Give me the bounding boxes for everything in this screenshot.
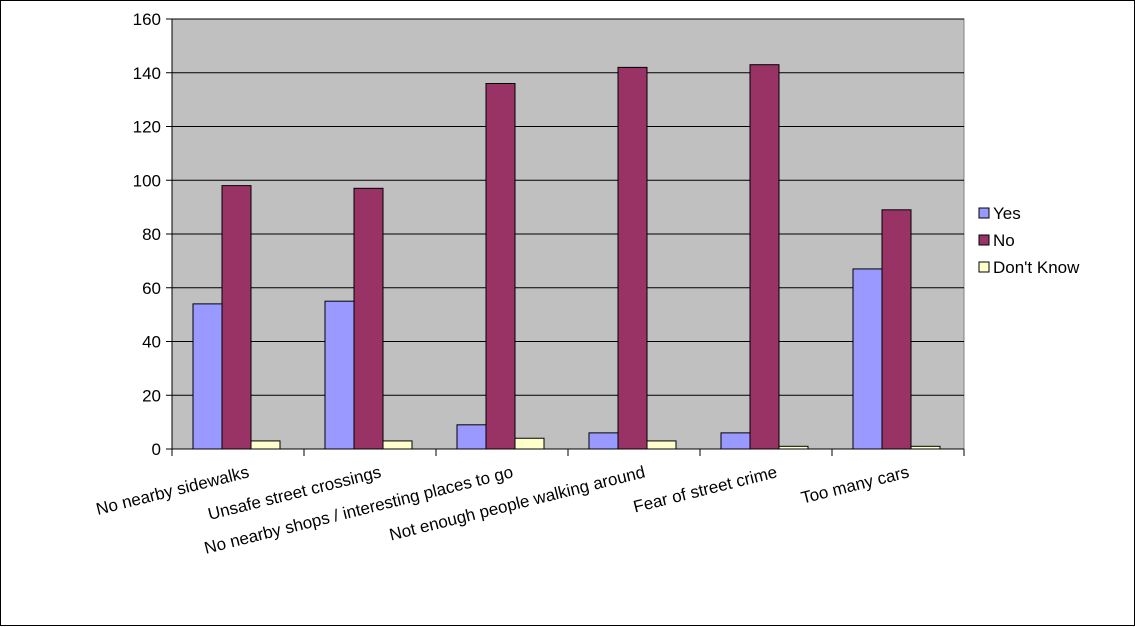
- bar-no-4: [617, 66, 648, 450]
- y-tick-label: 20: [142, 386, 161, 405]
- bar-no-1: [221, 185, 252, 450]
- y-tick-label: 40: [142, 333, 161, 352]
- legend: Yes No Don't Know: [978, 204, 1080, 277]
- x-tick-label: Not enough people walking around: [387, 462, 647, 544]
- bar-don-t-know-1: [250, 440, 281, 450]
- bar-yes-2: [324, 300, 355, 450]
- bar-yes-3: [456, 424, 487, 450]
- bar-no-5: [749, 64, 780, 450]
- legend-swatch: [978, 207, 990, 219]
- y-tick-label: 80: [142, 225, 161, 244]
- bar-yes-6: [852, 268, 883, 450]
- bar-no-3: [485, 83, 516, 450]
- y-axis-ticks: 0 20 40 60 80 100 120 140 160: [133, 10, 172, 459]
- legend-label: Don't Know: [993, 258, 1080, 277]
- bars: [192, 64, 941, 450]
- y-tick-label: 60: [142, 279, 161, 298]
- bar-don-t-know-3: [514, 437, 545, 450]
- x-tick-label: Fear of street crime: [631, 462, 779, 516]
- legend-swatch: [978, 261, 990, 273]
- y-tick-label: 160: [133, 10, 161, 29]
- y-tick-label: 120: [133, 118, 161, 137]
- y-tick-label: 100: [133, 171, 161, 190]
- y-tick-label: 140: [133, 64, 161, 83]
- legend-label: Yes: [993, 204, 1021, 223]
- legend-swatch: [978, 234, 990, 246]
- bar-yes-1: [192, 303, 223, 450]
- bar-yes-5: [720, 432, 751, 450]
- legend-label: No: [993, 231, 1015, 250]
- bar-don-t-know-4: [646, 440, 677, 450]
- bar-don-t-know-2: [382, 440, 413, 450]
- y-tick-label: 0: [152, 440, 161, 459]
- bar-yes-4: [588, 432, 619, 450]
- bar-no-2: [353, 187, 384, 450]
- x-tick-label: Too many cars: [799, 462, 911, 507]
- bar-no-6: [881, 209, 912, 450]
- gridlines: [172, 18, 964, 396]
